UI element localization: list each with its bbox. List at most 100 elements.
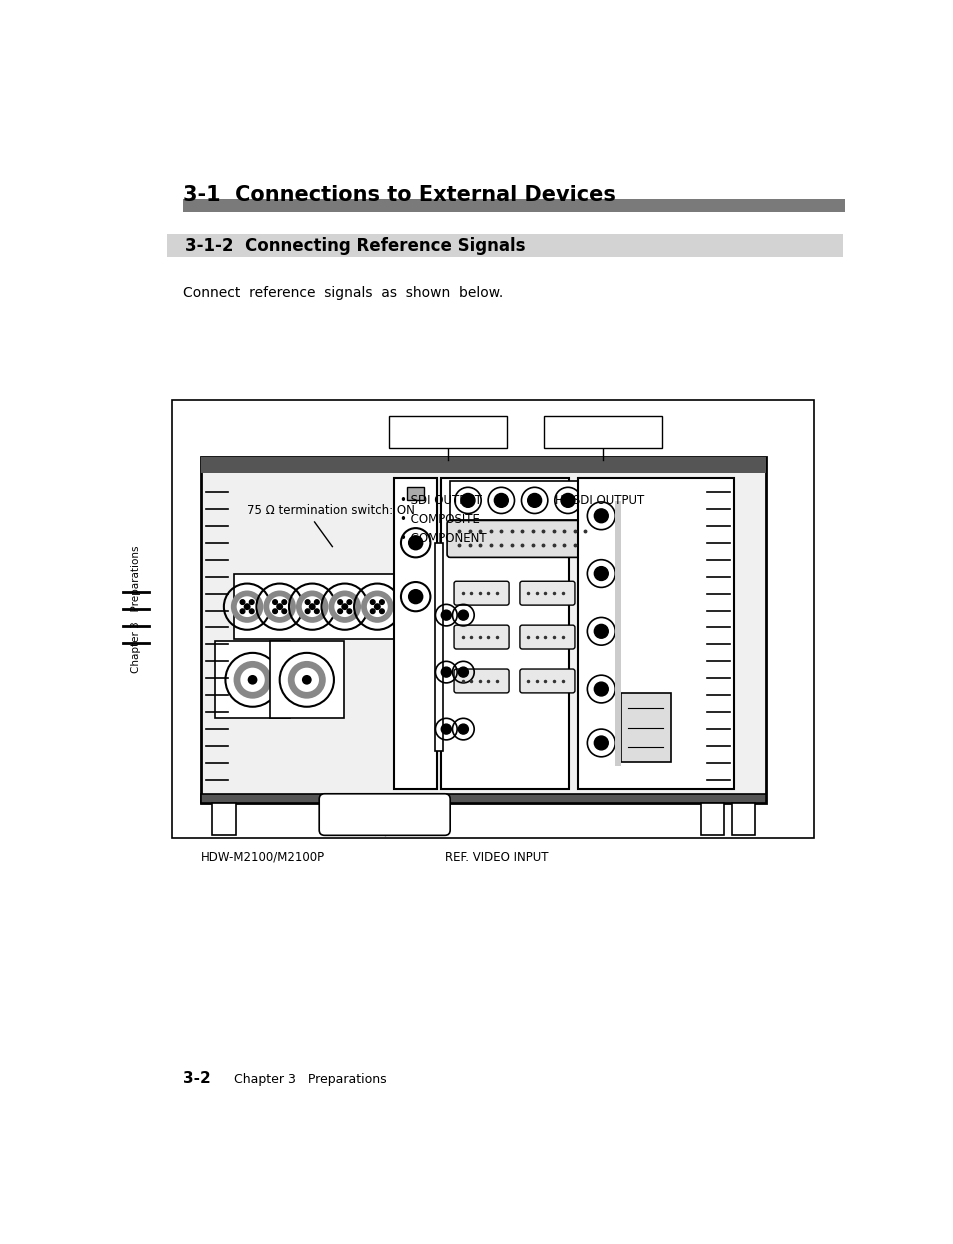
Bar: [212, 804, 235, 836]
Text: SD video monitor: SD video monitor: [394, 425, 501, 438]
Circle shape: [527, 494, 541, 508]
Circle shape: [240, 600, 245, 605]
Bar: [435, 542, 443, 750]
Circle shape: [301, 596, 322, 617]
Circle shape: [309, 603, 315, 610]
Circle shape: [273, 608, 277, 613]
Circle shape: [594, 624, 608, 638]
Circle shape: [379, 608, 384, 613]
FancyBboxPatch shape: [454, 626, 509, 649]
FancyBboxPatch shape: [200, 457, 765, 804]
Circle shape: [494, 494, 508, 508]
Bar: [700, 804, 723, 836]
Bar: [167, 234, 842, 258]
Bar: [578, 478, 733, 789]
Text: 3-1  Connections to External Devices: 3-1 Connections to External Devices: [183, 184, 615, 205]
Circle shape: [233, 661, 272, 699]
Circle shape: [305, 600, 310, 605]
Bar: [270, 642, 344, 718]
Circle shape: [441, 610, 451, 621]
Circle shape: [594, 736, 608, 750]
Circle shape: [294, 668, 318, 692]
Bar: [389, 415, 506, 448]
Bar: [440, 478, 568, 789]
Text: 75 Ω termination switch: ON: 75 Ω termination switch: ON: [247, 504, 415, 518]
FancyBboxPatch shape: [519, 626, 575, 649]
Text: Chapter 3   Preparations: Chapter 3 Preparations: [233, 1072, 386, 1086]
Circle shape: [314, 608, 319, 613]
FancyBboxPatch shape: [519, 669, 575, 693]
Bar: [731, 804, 754, 836]
Circle shape: [370, 608, 375, 613]
Circle shape: [328, 591, 360, 623]
FancyBboxPatch shape: [454, 581, 509, 605]
Circle shape: [337, 608, 342, 613]
Circle shape: [301, 675, 312, 684]
Text: HDSDI OUTPUT: HDSDI OUTPUT: [555, 494, 643, 508]
Circle shape: [560, 494, 575, 508]
Circle shape: [236, 596, 257, 617]
Text: Connect  reference  signals  as  shown  below.: Connect reference signals as shown below…: [183, 286, 502, 300]
Bar: [543, 415, 661, 448]
Bar: [233, 575, 400, 639]
Circle shape: [337, 600, 342, 605]
Circle shape: [460, 494, 475, 508]
Circle shape: [347, 600, 352, 605]
Circle shape: [594, 566, 608, 581]
Circle shape: [379, 600, 384, 605]
Text: Reference signal: Reference signal: [332, 809, 436, 821]
Circle shape: [273, 600, 277, 605]
FancyBboxPatch shape: [319, 794, 450, 836]
Circle shape: [334, 596, 355, 617]
Text: 3-2: 3-2: [183, 1071, 211, 1086]
Circle shape: [370, 600, 375, 605]
Text: HD video monitor: HD video monitor: [547, 425, 658, 438]
Circle shape: [360, 591, 394, 623]
Bar: [407, 488, 424, 500]
Bar: [335, 804, 359, 836]
FancyBboxPatch shape: [519, 581, 575, 605]
Circle shape: [231, 591, 263, 623]
Bar: [615, 501, 620, 766]
Circle shape: [276, 603, 283, 610]
Circle shape: [248, 675, 257, 684]
Circle shape: [594, 509, 608, 522]
Bar: [200, 794, 765, 804]
Circle shape: [457, 724, 468, 734]
Bar: [119, 149, 156, 1107]
Circle shape: [408, 588, 423, 605]
Circle shape: [243, 603, 251, 610]
Circle shape: [240, 608, 245, 613]
Circle shape: [367, 596, 387, 617]
Circle shape: [347, 608, 352, 613]
Text: REF. VIDEO INPUT: REF. VIDEO INPUT: [444, 851, 548, 863]
Circle shape: [374, 603, 380, 610]
FancyBboxPatch shape: [454, 669, 509, 693]
Text: 3-1-2  Connecting Reference Signals: 3-1-2 Connecting Reference Signals: [185, 236, 525, 255]
Circle shape: [305, 608, 310, 613]
FancyBboxPatch shape: [447, 520, 604, 557]
Circle shape: [441, 667, 451, 677]
Circle shape: [249, 608, 253, 613]
Text: • SDI OUTPUT
• COMPOSITE
• COMPONENT: • SDI OUTPUT • COMPOSITE • COMPONENT: [399, 494, 486, 545]
Circle shape: [269, 596, 290, 617]
Circle shape: [457, 610, 468, 621]
Bar: [620, 693, 670, 763]
Text: HDW-M2100/M2100P: HDW-M2100/M2100P: [200, 851, 324, 863]
Circle shape: [594, 682, 608, 695]
Circle shape: [314, 600, 319, 605]
Circle shape: [295, 591, 328, 623]
Circle shape: [282, 600, 286, 605]
Bar: [215, 642, 290, 718]
Circle shape: [408, 535, 423, 550]
Circle shape: [457, 667, 468, 677]
Text: Chapter 3   Preparations: Chapter 3 Preparations: [132, 545, 141, 673]
Circle shape: [249, 600, 253, 605]
Bar: [172, 401, 813, 837]
Circle shape: [282, 608, 286, 613]
Circle shape: [441, 724, 451, 734]
Circle shape: [341, 603, 348, 610]
Bar: [394, 478, 436, 789]
Bar: [183, 199, 843, 213]
Circle shape: [288, 661, 325, 699]
